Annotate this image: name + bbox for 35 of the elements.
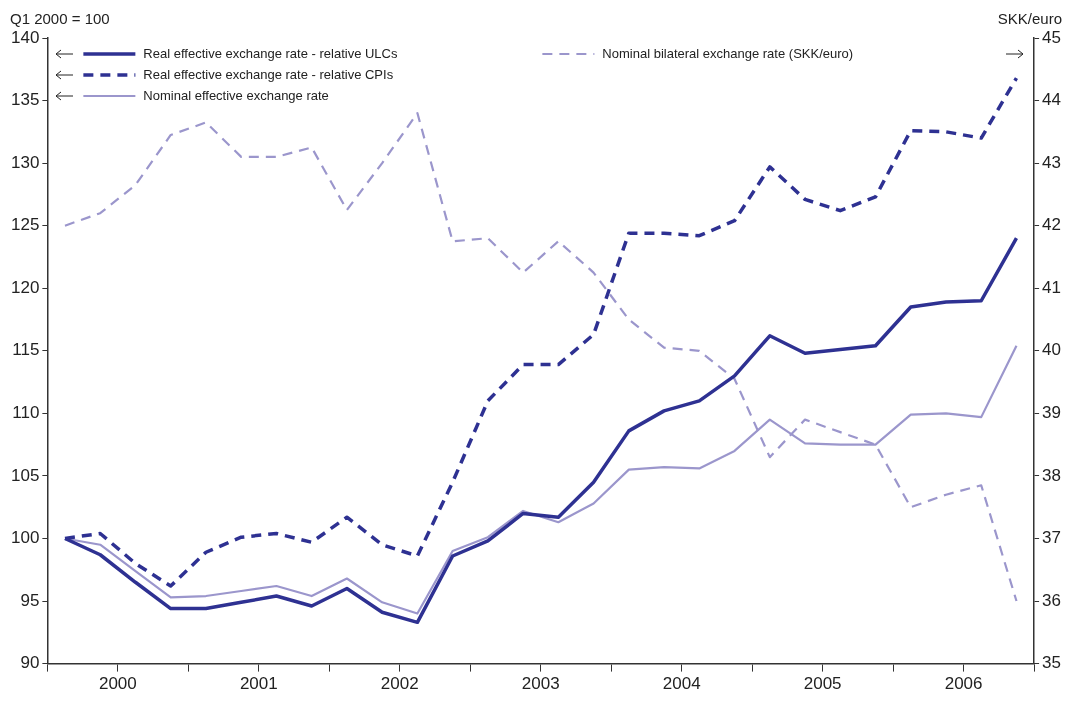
y2-axis-title: SKK/euro: [997, 9, 1062, 27]
y-tick-label: 135: [10, 90, 40, 110]
y2-tick-label: 45: [1042, 27, 1062, 47]
x-tick-label: 2003: [521, 674, 560, 694]
legend-label: Nominal bilateral exchange rate (SKK/euro): [602, 45, 854, 61]
legend-label: Real effective exchange rate - relative ULCs: [143, 45, 398, 61]
x-tick-label: 2001: [239, 674, 278, 694]
y2-tick-label: 42: [1042, 215, 1062, 235]
x-tick-label: 2004: [662, 674, 701, 694]
legend-label: Nominal effective exchange rate: [143, 87, 329, 103]
y-tick-label: 115: [12, 340, 40, 360]
y-tick-label: 90: [20, 653, 40, 673]
y-tick-label: 120: [10, 277, 40, 297]
x-tick-label: 2000: [98, 674, 137, 694]
legend-label: Real effective exchange rate - relative CPIs: [143, 66, 394, 82]
x-tick-label: 2002: [380, 674, 419, 694]
y2-tick-label: 44: [1042, 90, 1062, 110]
y2-tick-label: 38: [1042, 465, 1062, 485]
y-tick-label: 130: [10, 152, 40, 172]
y-tick-label: 95: [20, 590, 40, 610]
y-tick-label: 110: [12, 403, 40, 423]
y2-tick-label: 43: [1042, 152, 1062, 172]
y-tick-label: 105: [10, 465, 40, 485]
y-axis-title: Q1 2000 = 100: [10, 9, 110, 27]
y2-tick-label: 35: [1042, 653, 1062, 673]
y2-tick-label: 40: [1042, 340, 1062, 360]
y2-tick-label: 36: [1042, 590, 1062, 610]
y-tick-label: 100: [10, 528, 40, 548]
x-tick-label: 2005: [803, 674, 842, 694]
y-tick-label: 125: [10, 215, 40, 235]
y-tick-label: 140: [10, 27, 40, 47]
y2-tick-label: 41: [1042, 277, 1062, 297]
y2-tick-label: 39: [1042, 403, 1062, 423]
x-tick-label: 2006: [944, 674, 983, 694]
y2-tick-label: 37: [1042, 528, 1062, 548]
